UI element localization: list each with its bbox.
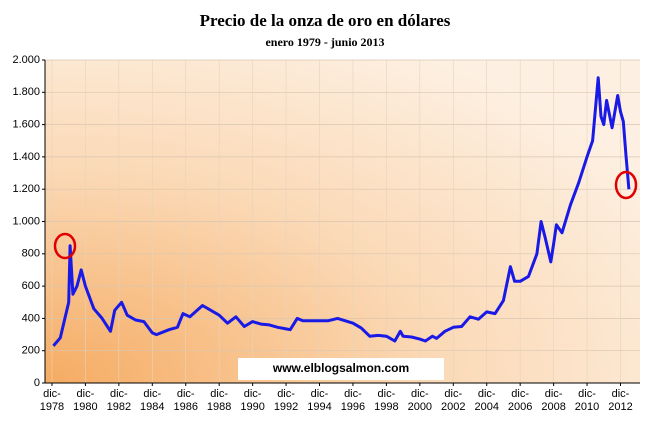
- x-tick-label: dic- 2008: [541, 388, 566, 413]
- x-tick-label: dic- 1990: [240, 388, 265, 413]
- x-tick-label: dic- 1994: [307, 388, 332, 413]
- price-line: [52, 76, 631, 347]
- x-tick-label: dic- 1986: [173, 388, 198, 413]
- y-tick-label: 1.400: [12, 151, 40, 163]
- x-tick-label: dic- 2010: [574, 388, 600, 413]
- y-tick-label: 800: [22, 248, 40, 260]
- x-tick-label: dic- 1988: [206, 388, 232, 413]
- y-tick-label: 1.600: [12, 119, 40, 131]
- watermark: www.elblogsalmon.com: [272, 361, 409, 375]
- x-tick-label: dic- 2012: [608, 388, 633, 413]
- y-tick-label: 600: [22, 280, 40, 292]
- x-tick-label: dic- 2000: [407, 388, 433, 413]
- x-tick-label: dic- 2006: [507, 388, 533, 413]
- x-tick-label: dic- 2004: [474, 388, 499, 413]
- x-tick-label: dic- 1982: [106, 388, 132, 413]
- x-tick-label: dic- 1992: [273, 388, 299, 413]
- y-tick-label: 400: [22, 312, 40, 324]
- y-tick-label: 0: [34, 377, 40, 389]
- chart-title: Precio de la onza de oro en dólares: [200, 11, 451, 30]
- x-tick-label: dic- 2002: [441, 388, 466, 413]
- y-tick-label: 1.000: [12, 215, 40, 227]
- highlight-circle: [53, 232, 77, 260]
- y-tick-label: 2.000: [12, 54, 40, 66]
- x-tick-label: dic- 1996: [340, 388, 366, 413]
- x-tick-label: dic- 1984: [140, 388, 165, 413]
- y-tick-label: 1.800: [12, 86, 40, 98]
- watermark-box: [238, 358, 444, 380]
- x-tick-label: dic- 1998: [374, 388, 399, 413]
- x-tick-label: dic- 1980: [73, 388, 98, 413]
- x-tick-label: dic- 1978: [39, 388, 65, 413]
- chart-subtitle: enero 1979 - junio 2013: [265, 35, 384, 49]
- y-tick-label: 200: [22, 345, 40, 357]
- y-tick-label: 1.200: [12, 183, 40, 195]
- highlight-circle: [614, 170, 638, 200]
